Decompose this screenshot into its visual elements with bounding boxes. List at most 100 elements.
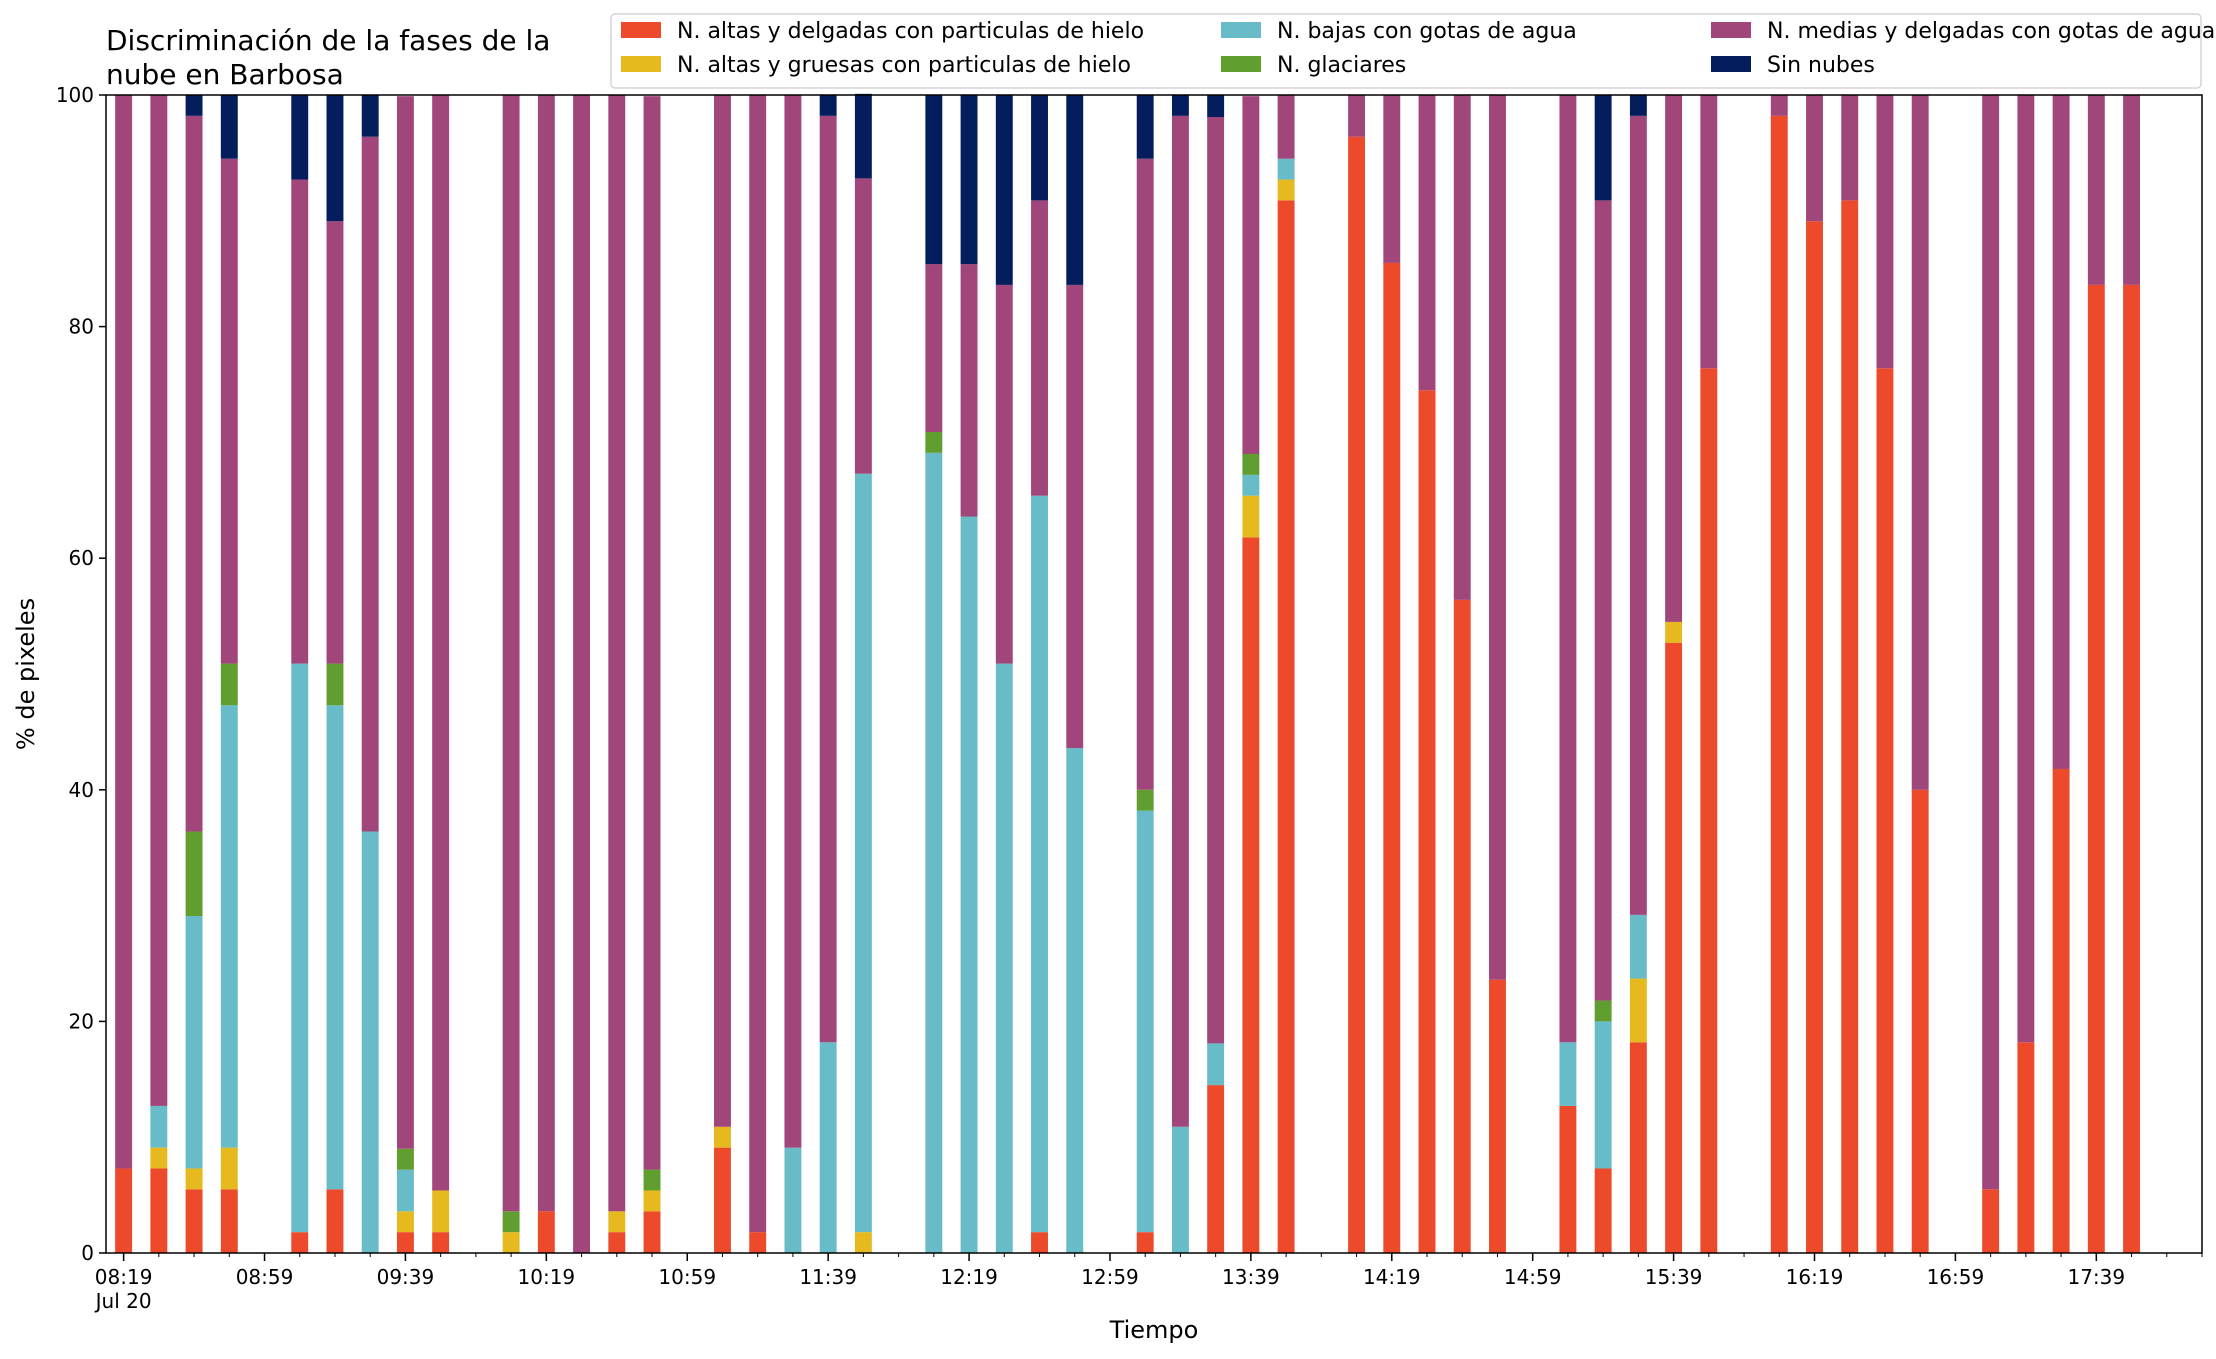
bar-segment-sin_nubes [960, 95, 978, 265]
bar-stack [326, 95, 344, 1253]
x-tick-label: 12:59 [1081, 1265, 1139, 1289]
legend-label: N. medias y delgadas con gotas de agua [1767, 19, 2215, 44]
bar-stack [749, 95, 767, 1253]
x-tick-label: 10:59 [658, 1265, 716, 1289]
legend-label: N. altas y gruesas con particulas de hie… [677, 53, 1131, 78]
y-axis: 0 20 40 60 80 100 [56, 83, 106, 1265]
x-tick-label: 17:39 [2067, 1265, 2125, 1289]
bar-segment-altas_delgadas [220, 1189, 238, 1253]
bar-segment-glaciares [326, 663, 344, 706]
bar-segment-medias [115, 95, 133, 1169]
bar-stack [1700, 95, 1718, 1253]
bar-segment-medias [1348, 95, 1366, 137]
bar-segment-medias [2123, 95, 2140, 285]
bar-segment-altas_gruesas [185, 1168, 203, 1190]
bar-segment-medias [1383, 95, 1401, 263]
bar-segment-altas_delgadas [2087, 284, 2105, 1253]
bar-segment-medias [150, 95, 168, 1106]
bar-segment-medias [1453, 95, 1471, 600]
x-tick-label: 13:39 [1222, 1265, 1280, 1289]
bar-segment-bajas [291, 663, 309, 1233]
bar-segment-altas_delgadas [537, 1211, 555, 1253]
bar-segment-altas_delgadas [608, 1232, 626, 1253]
bar-segment-bajas [326, 705, 344, 1190]
bar-segment-medias [1171, 115, 1189, 1127]
bar-segment-medias [2052, 95, 2070, 769]
bar-segment-glaciares [502, 1211, 520, 1233]
bar-segment-altas_gruesas [1277, 179, 1295, 201]
bar-segment-glaciares [396, 1148, 414, 1170]
bar-segment-altas_delgadas [2017, 1042, 2035, 1253]
bar-segment-bajas [185, 916, 203, 1169]
bar-segment-altas_delgadas [1629, 1042, 1647, 1253]
bar-stack [2017, 95, 2035, 1253]
bar-stack [608, 95, 626, 1253]
legend-swatch [621, 22, 661, 38]
bar-segment-medias [185, 115, 203, 832]
bar-segment-glaciares [185, 831, 203, 917]
bar-segment-altas_delgadas [1418, 390, 1436, 1253]
bar-segment-medias [1911, 95, 1929, 790]
bar-segment-medias [643, 96, 661, 1170]
bar-segment-bajas [150, 1105, 168, 1148]
bar-stack [2123, 95, 2140, 1253]
bar-segment-bajas [1136, 810, 1154, 1233]
legend-label: N. altas y delgadas con particulas de hi… [677, 19, 1144, 44]
legend-label: Sin nubes [1767, 53, 1875, 78]
bar-segment-medias [1665, 95, 1683, 622]
bar-segment-medias [819, 115, 837, 1043]
bar-segment-altas_gruesas [502, 1232, 520, 1253]
bar-segment-altas_delgadas [643, 1211, 661, 1253]
bar-segment-bajas [1171, 1126, 1189, 1253]
bar-segment-altas_gruesas [220, 1147, 238, 1190]
bar-segment-bajas [960, 516, 978, 1253]
bar-segment-altas_delgadas [1665, 642, 1683, 1253]
bar-stack [714, 95, 731, 1253]
bar-segment-altas_gruesas [608, 1211, 626, 1233]
legend-label: N. bajas con gotas de agua [1277, 19, 1577, 44]
bar-stack [185, 95, 203, 1253]
bar-segment-altas_delgadas [1453, 599, 1471, 1253]
bar-segment-sin_nubes [220, 95, 238, 159]
legend-item: N. altas y gruesas con particulas de hie… [621, 53, 1131, 78]
bar-stack [1489, 95, 1506, 1253]
bar-stack [784, 95, 802, 1253]
bar-segment-altas_delgadas [396, 1232, 414, 1253]
bar-segment-medias [1031, 200, 1048, 496]
bar-segment-glaciares [1242, 453, 1260, 475]
x-tick-label: 08:59 [236, 1265, 294, 1289]
legend-item: N. glaciares [1221, 53, 1406, 78]
bar-segment-medias [714, 95, 731, 1127]
bar-segment-altas_gruesas [1665, 621, 1683, 643]
bar-segment-sin_nubes [361, 95, 379, 137]
x-tick-label: 08:19 [95, 1265, 153, 1289]
bar-stack [1418, 95, 1436, 1253]
bar-stack [1911, 95, 1929, 1253]
bar-stack [960, 95, 978, 1253]
x-tick-label: 16:19 [1786, 1265, 1844, 1289]
bar-segment-sin_nubes [1136, 95, 1154, 159]
bar-segment-altas_gruesas [432, 1190, 450, 1233]
bar-segment-sin_nubes [1207, 95, 1225, 117]
bar-segment-sin_nubes [1031, 95, 1048, 201]
bar-segment-altas_gruesas [854, 1232, 872, 1253]
bar-segment-altas_delgadas [2052, 768, 2070, 1253]
bar-segment-altas_delgadas [326, 1189, 344, 1253]
bar-segment-sin_nubes [995, 95, 1013, 285]
bar-segment-sin_nubes [1066, 95, 1084, 285]
x-axis-label: Tiempo [1109, 1316, 1199, 1344]
bar-segment-altas_delgadas [1031, 1232, 1048, 1253]
bar-stack [1770, 95, 1788, 1254]
bar-stack [1066, 95, 1084, 1253]
bar-stack [1171, 95, 1189, 1253]
y-tick-label: 40 [69, 778, 94, 802]
bar-segment-medias [784, 95, 802, 1148]
bar-segment-altas_delgadas [1876, 368, 1894, 1253]
bar-segment-bajas [1066, 748, 1084, 1253]
bar-segment-medias [1876, 95, 1894, 369]
bar-segment-sin_nubes [1629, 95, 1647, 116]
bar-segment-medias [1629, 115, 1647, 915]
bar-segment-bajas [819, 1042, 837, 1253]
bar-segment-altas_delgadas [115, 1168, 133, 1253]
plot-frame [105, 94, 2203, 1254]
